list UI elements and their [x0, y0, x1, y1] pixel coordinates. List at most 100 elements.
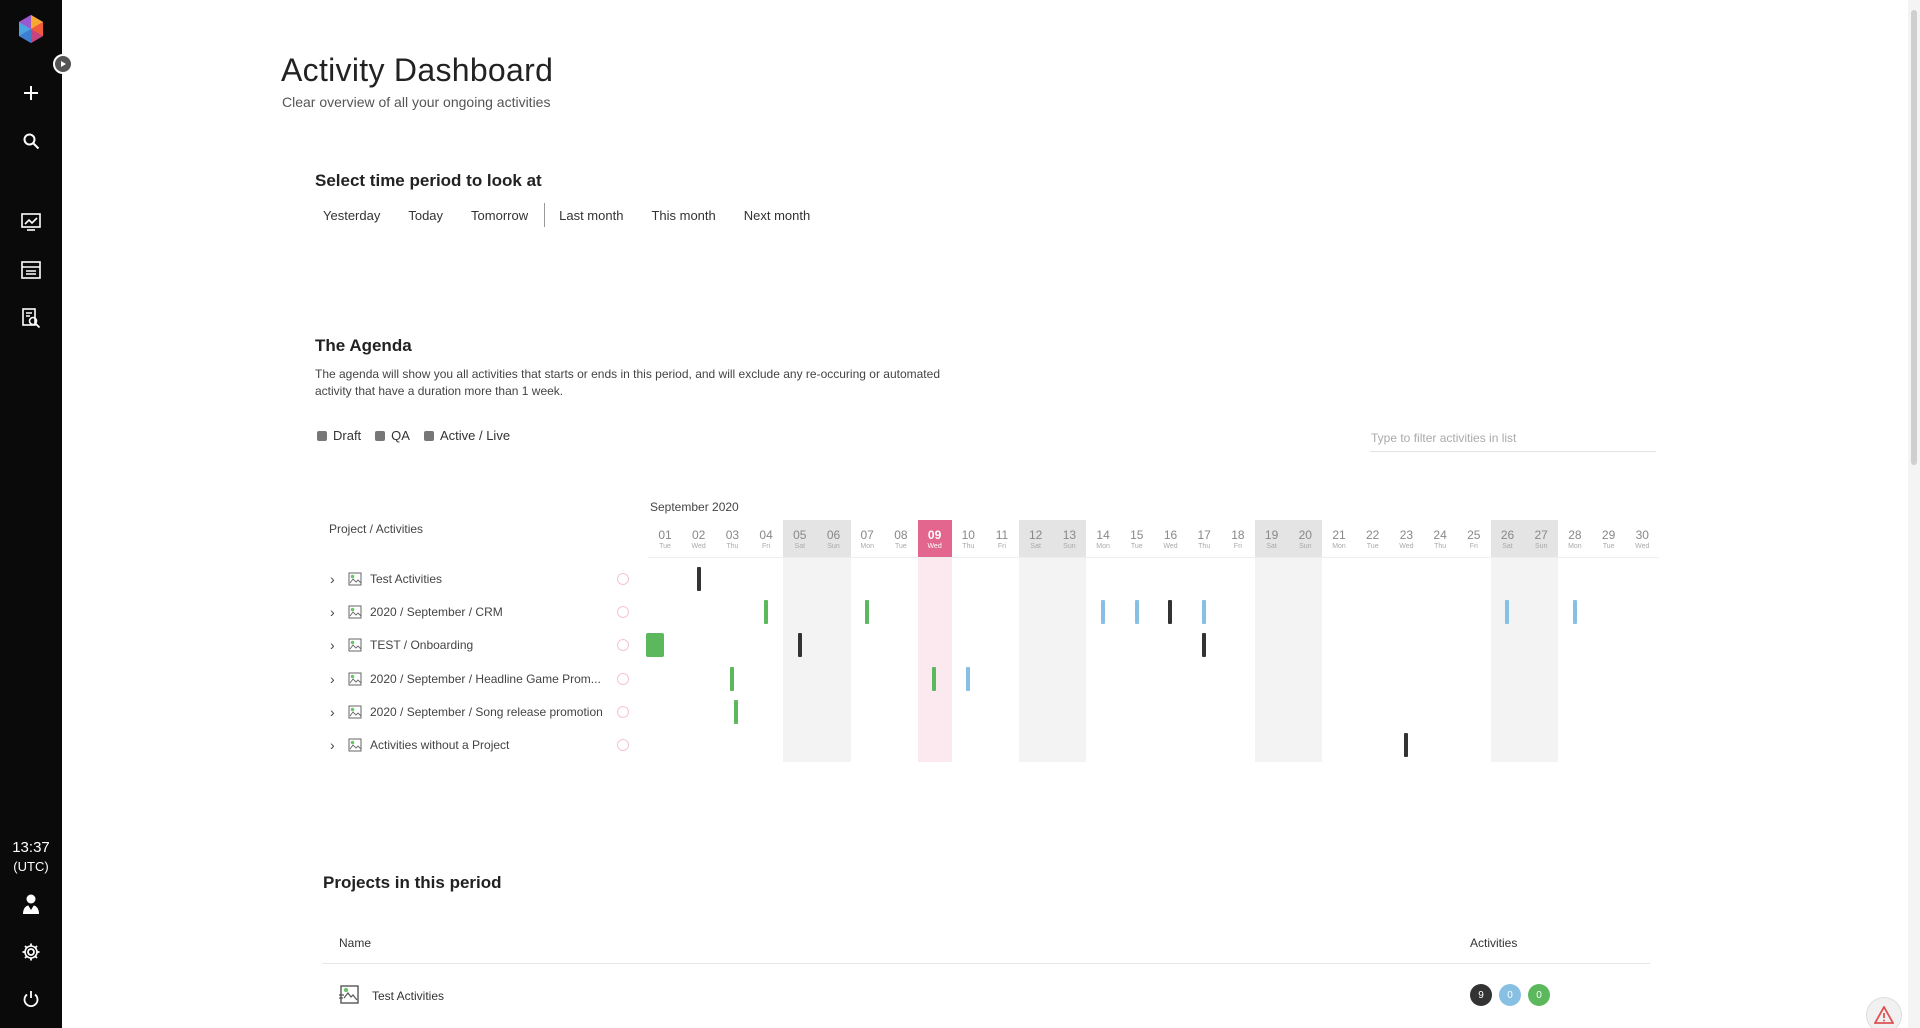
day-header[interactable]: 16 Wed	[1153, 520, 1188, 558]
activity-filter-input[interactable]	[1370, 424, 1656, 452]
project-name[interactable]: Test Activities	[372, 989, 445, 1003]
day-header[interactable]: 12 Sat	[1018, 520, 1053, 558]
activity-bar-qa[interactable]	[1505, 600, 1510, 625]
chevron-right-icon[interactable]: ›	[330, 604, 335, 621]
activity-bar-qa[interactable]	[1572, 600, 1577, 625]
legend-draft-label: Draft	[333, 428, 362, 443]
day-header[interactable]: 01 Tue	[648, 520, 682, 558]
chevron-right-icon[interactable]: ›	[330, 571, 335, 587]
column-activities[interactable]: Activities	[1470, 936, 1518, 950]
user-icon[interactable]	[19, 892, 43, 916]
agenda-row-label[interactable]: 2020 / September / Headline Game Prom...	[370, 671, 601, 686]
activity-bar-live[interactable]	[730, 666, 735, 691]
agenda-row[interactable]: › 2020 / September / CRM	[330, 601, 629, 623]
logo-icon[interactable]	[16, 14, 46, 44]
activity-bar-qa[interactable]	[966, 666, 971, 691]
agenda-row[interactable]: › TEST / Onboarding	[330, 634, 629, 656]
agenda-row[interactable]: › Activities without a Project	[330, 734, 629, 756]
day-header[interactable]: 07 Mon	[850, 520, 885, 558]
activity-bar-live[interactable]	[932, 666, 937, 691]
agenda-row[interactable]: › 2020 / September / Song release promoti…	[330, 701, 629, 723]
day-header[interactable]: 27 Sun	[1524, 520, 1559, 558]
agenda-row-label[interactable]: TEST / Onboarding	[370, 638, 474, 653]
activity-bar-live[interactable]	[865, 600, 870, 625]
activity-bar-qa[interactable]	[1134, 600, 1139, 625]
chevron-right-icon[interactable]: ›	[330, 737, 335, 753]
day-header[interactable]: 28 Mon	[1557, 520, 1592, 558]
period-tomorrow-button[interactable]: Tomorrow	[471, 207, 529, 223]
activity-bar-qa[interactable]	[1100, 600, 1105, 625]
agenda-row[interactable]: › 2020 / September / Headline Game Prom..…	[330, 668, 629, 690]
activity-bar-live[interactable]	[763, 600, 768, 625]
day-header[interactable]: 10 Thu	[951, 520, 986, 558]
agenda-row[interactable]: › Test Activities	[330, 568, 629, 590]
legend-qa-dot	[375, 430, 386, 441]
day-header[interactable]: 09 Wed	[917, 520, 952, 558]
day-number: 19	[1264, 528, 1279, 542]
day-weekday: Mon	[860, 543, 874, 550]
add-icon[interactable]	[19, 81, 43, 105]
legend-draft[interactable]: Draft	[317, 428, 361, 443]
day-header[interactable]: 24 Thu	[1423, 520, 1458, 558]
day-header[interactable]: 22 Tue	[1355, 520, 1390, 558]
day-header[interactable]: 20 Sun	[1288, 520, 1323, 558]
day-header[interactable]: 14 Mon	[1086, 520, 1121, 558]
activity-bar-live[interactable]	[734, 699, 739, 724]
day-header[interactable]: 17 Thu	[1187, 520, 1222, 558]
period-next-month-button[interactable]: Next month	[743, 207, 811, 223]
chevron-right-icon[interactable]: ›	[330, 637, 335, 654]
gear-icon[interactable]	[19, 940, 43, 964]
activity-bar-draft[interactable]	[1168, 600, 1173, 625]
dashboard-icon[interactable]	[19, 210, 43, 234]
day-header[interactable]: 06 Sun	[816, 520, 851, 558]
day-header[interactable]: 18 Fri	[1220, 520, 1255, 558]
legend-qa[interactable]: QA	[375, 428, 410, 443]
day-header[interactable]: 29 Tue	[1591, 520, 1626, 558]
day-header[interactable]: 26 Sat	[1490, 520, 1525, 558]
period-yesterday-button[interactable]: Yesterday	[323, 207, 381, 223]
page-scrollbar[interactable]	[1908, 0, 1920, 1028]
day-header[interactable]: 19 Sat	[1254, 520, 1289, 558]
power-icon[interactable]	[19, 987, 43, 1011]
day-header[interactable]: 05 Sat	[782, 520, 817, 558]
column-name[interactable]: Name	[339, 936, 372, 950]
warning-icon[interactable]	[1866, 997, 1902, 1028]
agenda-row-label[interactable]: 2020 / September / CRM	[370, 605, 503, 620]
chevron-right-icon[interactable]: ›	[330, 670, 335, 687]
scrollbar-thumb[interactable]	[1911, 10, 1917, 465]
toggle-sidebar-icon[interactable]	[53, 54, 73, 74]
search-icon[interactable]	[19, 129, 43, 153]
activity-bar-live-block[interactable]	[646, 633, 664, 658]
day-number: 04	[759, 528, 773, 542]
day-number: 16	[1163, 528, 1178, 542]
period-today-button[interactable]: Today	[408, 207, 444, 223]
day-header[interactable]: 04 Fri	[749, 520, 784, 558]
day-header[interactable]: 21 Mon	[1322, 520, 1356, 558]
day-number: 09	[927, 528, 942, 542]
day-weekday: Wed	[1399, 543, 1414, 550]
activity-bar-draft[interactable]	[797, 633, 802, 658]
day-header[interactable]: 03 Thu	[715, 520, 750, 558]
day-header[interactable]: 02 Wed	[681, 520, 716, 558]
activity-bar-qa[interactable]	[1202, 600, 1207, 625]
day-header[interactable]: 25 Fri	[1456, 520, 1491, 558]
legend-active-live[interactable]: Active / Live	[423, 428, 510, 443]
day-header[interactable]: 23 Wed	[1389, 520, 1424, 558]
day-header[interactable]: 15 Tue	[1119, 520, 1154, 558]
agenda-row-label[interactable]: 2020 / September / Song release promotio…	[370, 704, 603, 719]
day-header[interactable]: 13 Sun	[1052, 520, 1087, 558]
day-header[interactable]: 11 Fri	[985, 520, 1019, 558]
report-icon[interactable]	[19, 306, 43, 330]
planner-icon[interactable]	[19, 258, 43, 282]
agenda-row-label[interactable]: Activities without a Project	[370, 738, 510, 752]
agenda-row-label[interactable]: Test Activities	[370, 572, 443, 586]
activity-bar-draft[interactable]	[696, 567, 701, 591]
day-header[interactable]: 08 Tue	[883, 520, 918, 558]
period-last-month-button[interactable]: Last month	[559, 207, 624, 223]
table-row[interactable]: Test Activities 9 0 0	[322, 980, 1650, 1012]
activity-bar-draft[interactable]	[1202, 633, 1207, 658]
period-this-month-button[interactable]: This month	[651, 207, 716, 223]
chevron-right-icon[interactable]: ›	[330, 703, 335, 720]
day-header[interactable]: 30 Wed	[1625, 520, 1660, 558]
activity-bar-draft[interactable]	[1404, 733, 1409, 757]
